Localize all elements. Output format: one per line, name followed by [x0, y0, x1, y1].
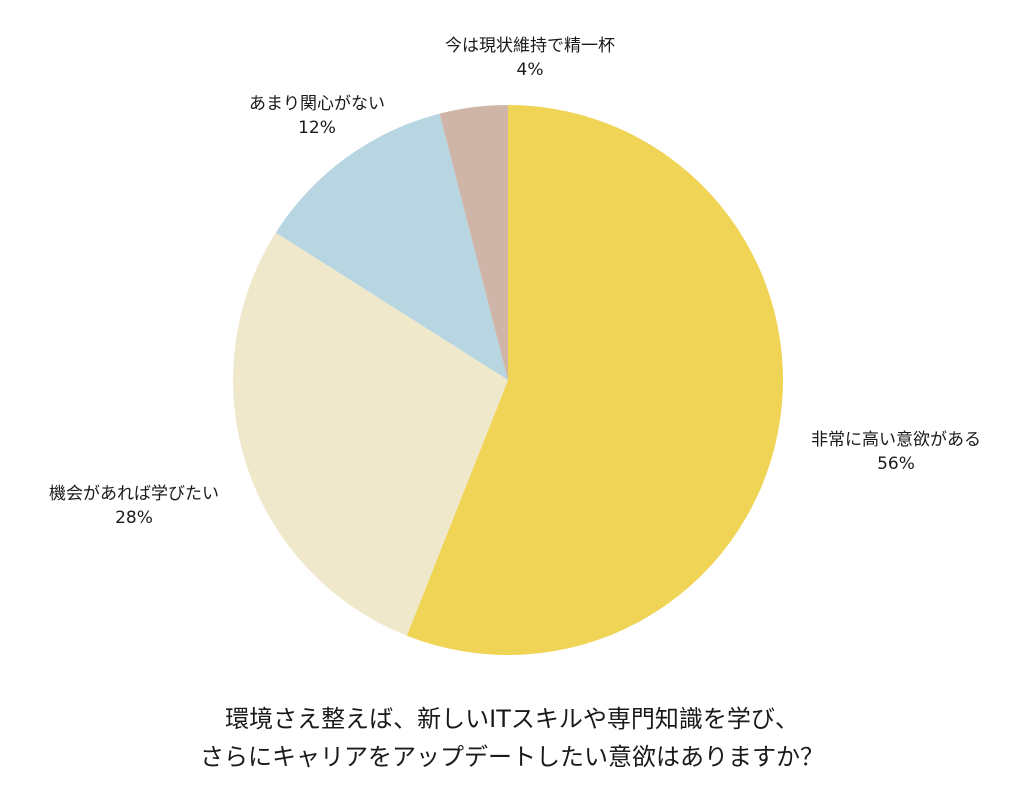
pie-slice-2	[275, 113, 508, 380]
label-slice-2: あまり関心がない 12%	[222, 92, 412, 140]
label-pct: 4%	[516, 60, 544, 80]
pie-slice-0	[406, 105, 783, 655]
label-pct: 56%	[877, 454, 915, 474]
label-pct: 28%	[115, 508, 153, 528]
title-line-2: さらにキャリアをアップデートしたい意欲はありますか？	[200, 743, 824, 771]
pie-slice-3	[439, 105, 508, 380]
pie-slice-1	[233, 232, 509, 636]
label-slice-0: 非常に高い意欲がある 56%	[786, 428, 1006, 476]
title-line-1: 環境さえ整えば、新しいITスキルや専門知識を学び、	[225, 705, 799, 733]
label-pct: 12%	[298, 118, 336, 138]
chart-title: 環境さえ整えば、新しいITスキルや専門知識を学び、 さらにキャリアをアップデート…	[0, 700, 1024, 776]
label-name: 非常に高い意欲がある	[811, 430, 981, 450]
label-name: 機会があれば学びたい	[49, 484, 219, 504]
label-slice-3: 今は現状維持で精一杯 4%	[410, 34, 650, 82]
label-name: あまり関心がない	[249, 94, 385, 114]
label-slice-1: 機会があれば学びたい 28%	[14, 482, 254, 530]
label-name: 今は現状維持で精一杯	[445, 36, 615, 56]
